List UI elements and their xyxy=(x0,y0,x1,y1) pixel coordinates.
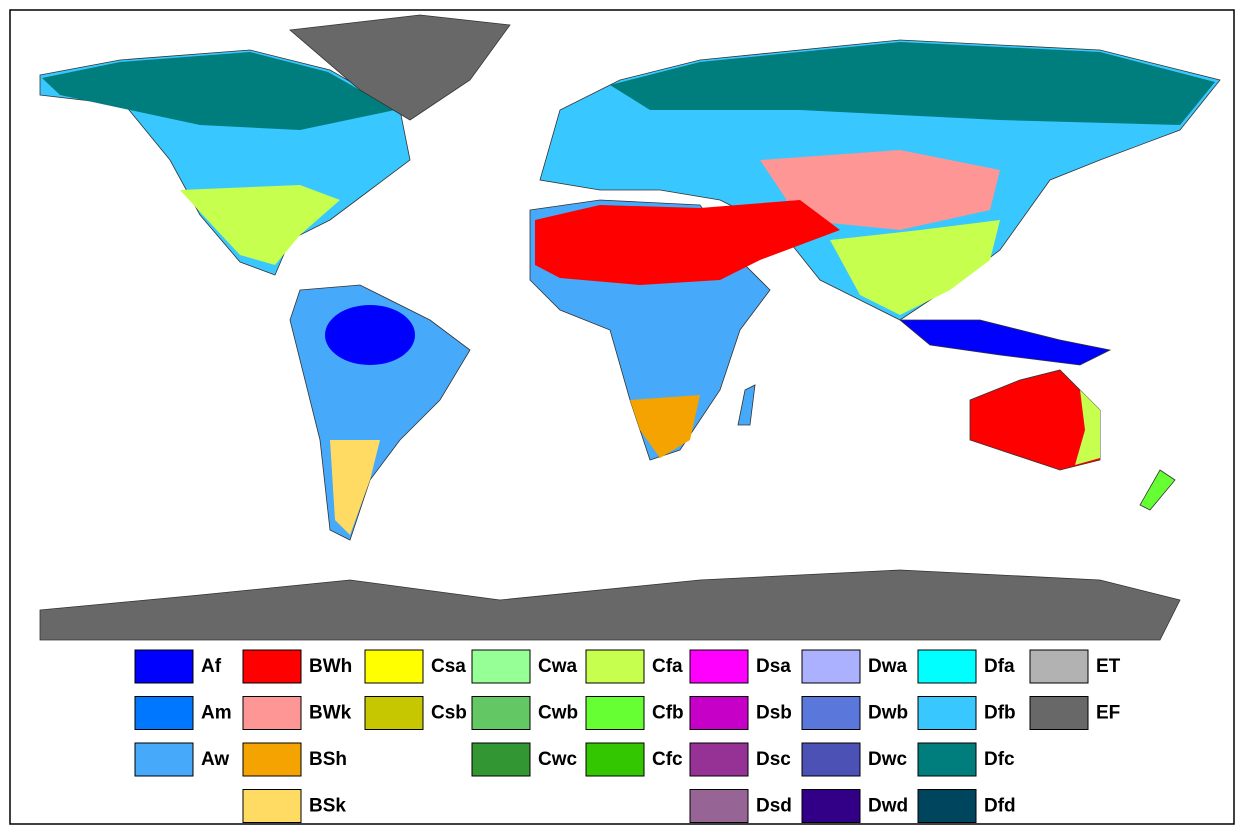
legend-swatch xyxy=(242,696,302,730)
legend-label: Am xyxy=(201,703,232,724)
legend-label: Cwa xyxy=(538,656,578,677)
legend-label: Dwd xyxy=(868,796,908,817)
new-zealand xyxy=(1139,469,1176,511)
legend-swatch xyxy=(801,742,861,777)
legend: Af Am Aw BWh BWk BSh BSk Csa Csb Cwa Cwb Cwc Cfa Cfb C… xyxy=(134,649,1121,823)
sahara xyxy=(535,200,840,285)
legend-swatch xyxy=(689,696,749,730)
legend-swatch xyxy=(585,696,645,730)
legend-label: Cwc xyxy=(538,749,578,770)
legend-swatch xyxy=(801,696,861,730)
legend-label: Aw xyxy=(201,749,229,770)
legend-label: Dsa xyxy=(756,656,791,677)
legend-swatch xyxy=(917,789,977,823)
legend-swatch xyxy=(242,789,302,823)
legend-label: BSk xyxy=(309,796,346,817)
legend-label: Csb xyxy=(431,703,467,724)
australia-east xyxy=(1075,390,1100,465)
madagascar xyxy=(737,384,756,426)
legend-label: Dfc xyxy=(984,749,1015,770)
legend-swatch xyxy=(1029,649,1089,684)
legend-swatch xyxy=(471,742,531,777)
legend-swatch xyxy=(364,696,424,730)
legend-label: Dsd xyxy=(756,796,792,817)
legend-swatch xyxy=(585,742,645,777)
legend-label: Af xyxy=(201,656,222,677)
legend-label: Cfb xyxy=(652,703,684,724)
na-north xyxy=(42,52,395,130)
legend-swatch xyxy=(134,742,194,777)
legend-label: Dsc xyxy=(756,749,791,770)
na-south xyxy=(180,185,340,265)
legend-label: Csa xyxy=(431,656,466,677)
central-asia xyxy=(760,150,1000,230)
legend-label: Dfb xyxy=(984,703,1016,724)
legend-swatch xyxy=(134,696,194,730)
legend-swatch xyxy=(689,742,749,777)
siberia xyxy=(610,42,1215,125)
legend-label: Dwc xyxy=(868,749,908,770)
southern-africa xyxy=(630,395,700,458)
legend-label: BWh xyxy=(309,656,352,677)
legend-swatch xyxy=(242,649,302,684)
south-asia xyxy=(830,220,1000,315)
indonesia xyxy=(898,319,1112,366)
legend-label: EF xyxy=(1096,703,1120,724)
legend-swatch xyxy=(917,649,977,684)
legend-label: Cwb xyxy=(538,703,578,724)
australia xyxy=(969,369,1101,471)
legend-swatch xyxy=(917,696,977,730)
legend-swatch xyxy=(471,649,531,684)
amazon xyxy=(325,305,415,365)
antarctica xyxy=(39,569,1181,641)
legend-swatch xyxy=(801,789,861,823)
legend-label: Dwb xyxy=(868,703,908,724)
legend-label: Cfa xyxy=(652,656,683,677)
legend-label: BWk xyxy=(309,703,352,724)
legend-label: Dfa xyxy=(984,656,1015,677)
legend-label: Dwa xyxy=(868,656,908,677)
legend-swatch xyxy=(1029,696,1089,730)
legend-swatch xyxy=(801,649,861,684)
map xyxy=(39,14,1221,641)
legend-swatch xyxy=(242,742,302,777)
legend-swatch xyxy=(364,649,424,684)
legend-label: BSh xyxy=(309,749,347,770)
legend-swatch xyxy=(585,649,645,684)
greenland xyxy=(289,14,511,121)
legend-swatch xyxy=(917,742,977,777)
legend-label: Dfd xyxy=(984,796,1016,817)
legend-swatch xyxy=(134,649,194,684)
legend-swatch xyxy=(689,789,749,823)
legend-label: Dsb xyxy=(756,703,792,724)
legend-label: Cfc xyxy=(652,749,683,770)
legend-label: ET xyxy=(1096,656,1121,677)
sa-south xyxy=(330,440,380,535)
legend-swatch xyxy=(471,696,531,730)
legend-swatch xyxy=(689,649,749,684)
